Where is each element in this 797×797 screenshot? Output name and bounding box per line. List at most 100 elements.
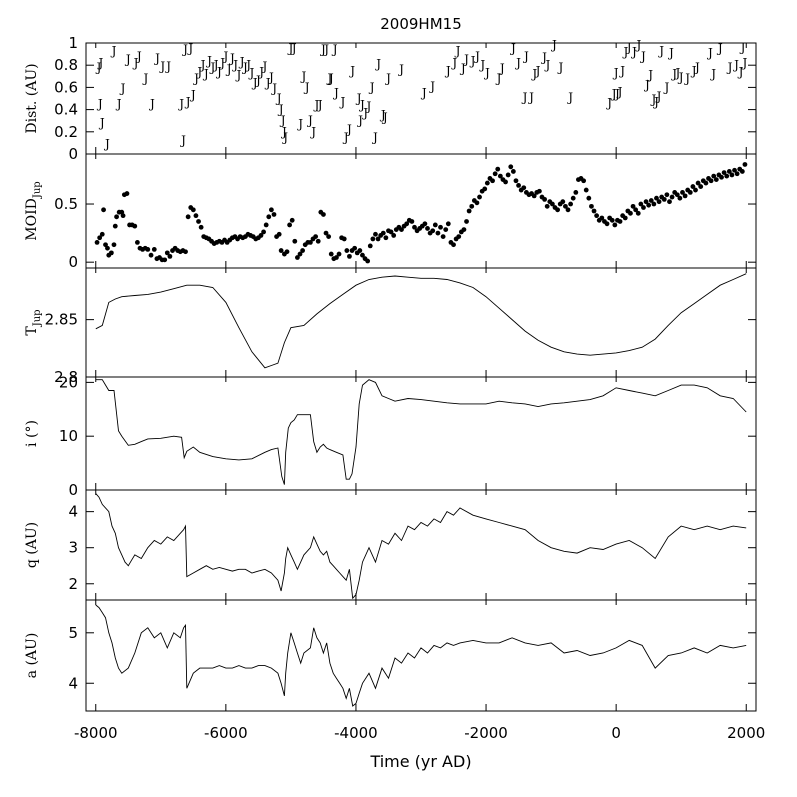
data-point bbox=[328, 251, 334, 257]
data-point bbox=[612, 222, 618, 228]
data-point-j: J bbox=[478, 58, 485, 72]
data-point-j: J bbox=[264, 76, 271, 90]
data-point bbox=[505, 172, 511, 178]
data-point-j: J bbox=[254, 74, 261, 88]
data-point bbox=[334, 255, 339, 260]
data-point-j: J bbox=[270, 82, 277, 96]
data-point-j: J bbox=[635, 38, 642, 52]
data-point bbox=[445, 221, 451, 227]
data-point-j: J bbox=[613, 87, 620, 101]
data-point-j: J bbox=[313, 98, 320, 112]
y-tick-label: 1 bbox=[68, 34, 78, 52]
data-point bbox=[292, 238, 298, 244]
data-point bbox=[94, 240, 100, 245]
data-point bbox=[542, 196, 547, 202]
data-point-j: J bbox=[420, 86, 427, 100]
data-point bbox=[315, 238, 321, 244]
data-point-j: J bbox=[277, 103, 284, 117]
data-point-j: J bbox=[662, 80, 669, 94]
data-point-j: J bbox=[342, 130, 349, 144]
data-point-j: J bbox=[103, 137, 110, 151]
data-point bbox=[549, 201, 555, 207]
data-point-j: J bbox=[530, 67, 537, 81]
y-axis-label: MOIDJup bbox=[24, 181, 43, 240]
data-point-j: J bbox=[639, 49, 646, 63]
data-point-j: J bbox=[670, 67, 677, 81]
data-point bbox=[513, 178, 519, 184]
data-point bbox=[664, 192, 670, 198]
data-point bbox=[132, 223, 138, 229]
y-tick-label: 0 bbox=[68, 253, 78, 271]
data-point-j: J bbox=[192, 72, 199, 86]
data-point bbox=[719, 174, 724, 180]
data-point-j: J bbox=[228, 52, 235, 66]
data-point-j: J bbox=[186, 42, 193, 56]
data-point bbox=[687, 189, 693, 195]
data-point-j: J bbox=[514, 56, 521, 70]
panel-frame bbox=[85, 267, 757, 378]
data-point bbox=[297, 251, 303, 257]
data-point-j: J bbox=[397, 63, 404, 77]
data-point bbox=[630, 203, 636, 209]
data-point-j: J bbox=[184, 95, 191, 109]
data-point-j: J bbox=[141, 72, 148, 86]
data-point-j: J bbox=[540, 50, 547, 64]
data-point bbox=[425, 226, 430, 231]
data-point-j: J bbox=[498, 62, 505, 76]
data-point-j: J bbox=[195, 65, 202, 79]
data-point bbox=[654, 195, 659, 201]
y-tick-label: 5 bbox=[68, 624, 78, 642]
data-point-j: J bbox=[566, 90, 573, 104]
data-point-j: J bbox=[164, 59, 171, 73]
data-point-j: J bbox=[257, 65, 264, 79]
data-point bbox=[739, 169, 745, 174]
data-point-j: J bbox=[625, 40, 632, 54]
data-point bbox=[721, 170, 727, 176]
data-point bbox=[145, 246, 151, 252]
data-point-j: J bbox=[706, 46, 713, 60]
data-point bbox=[628, 210, 633, 216]
data-point-j: J bbox=[556, 60, 563, 74]
y-tick-label: 10 bbox=[59, 427, 78, 445]
y-tick-label: 0.2 bbox=[54, 123, 78, 141]
data-point-j: J bbox=[281, 130, 288, 144]
data-point bbox=[388, 229, 394, 235]
data-point bbox=[711, 173, 717, 179]
data-point bbox=[690, 184, 696, 189]
data-point bbox=[698, 184, 704, 189]
x-tick-label: -8000 bbox=[74, 724, 118, 742]
data-point bbox=[148, 252, 154, 258]
data-point bbox=[589, 203, 594, 209]
x-tick-label: -4000 bbox=[334, 724, 378, 742]
data-point-j: J bbox=[179, 134, 186, 148]
data-point bbox=[383, 235, 389, 241]
data-point bbox=[466, 208, 472, 214]
data-point bbox=[724, 173, 730, 179]
y-tick-label: 0 bbox=[68, 481, 78, 499]
data-point-j: J bbox=[495, 72, 502, 86]
data-point bbox=[308, 240, 313, 245]
y-tick-label: 2.8 bbox=[54, 368, 78, 386]
data-point bbox=[438, 224, 443, 230]
data-point-j: J bbox=[379, 108, 386, 122]
data-point bbox=[510, 169, 516, 174]
data-point-j: J bbox=[251, 76, 258, 90]
data-point-j: J bbox=[690, 64, 697, 78]
data-point bbox=[289, 217, 295, 223]
data-point bbox=[341, 236, 347, 242]
data-point bbox=[278, 248, 284, 253]
data-point-j: J bbox=[158, 59, 165, 73]
data-point bbox=[617, 219, 623, 224]
data-point bbox=[375, 236, 381, 242]
data-point-j: J bbox=[652, 95, 659, 109]
data-point bbox=[646, 202, 652, 208]
data-point bbox=[633, 207, 639, 213]
data-point bbox=[114, 214, 119, 220]
data-point-j: J bbox=[132, 56, 139, 70]
data-point-j: J bbox=[279, 114, 286, 128]
data-point bbox=[651, 201, 657, 207]
data-point bbox=[695, 180, 701, 186]
data-point-j: J bbox=[534, 64, 541, 78]
